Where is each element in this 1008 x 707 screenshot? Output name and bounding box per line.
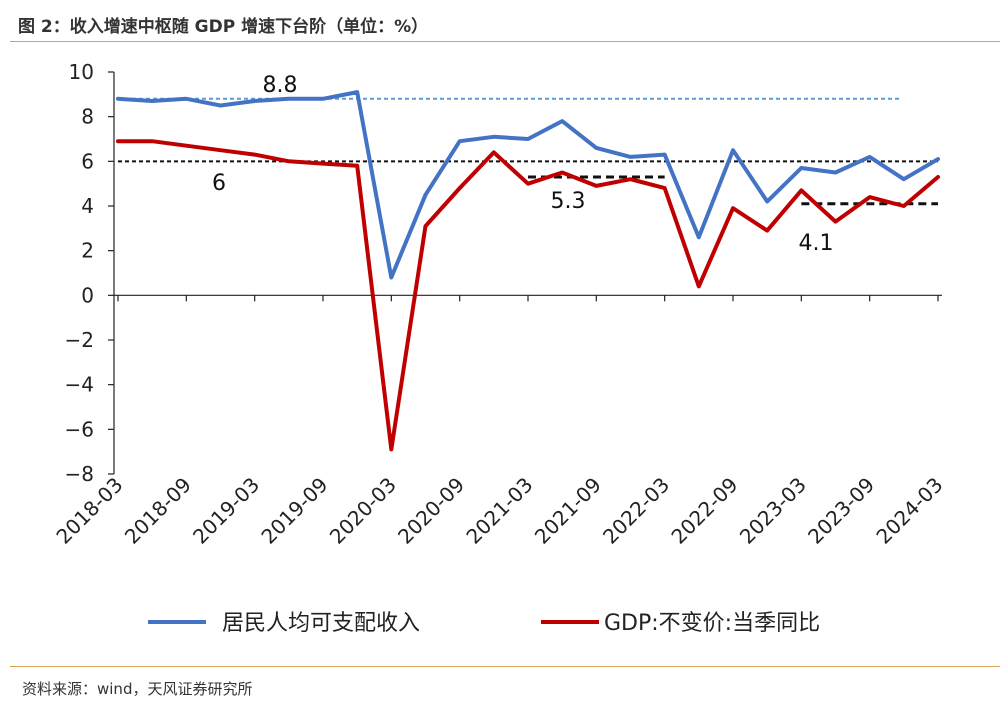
income-series-line [116,90,940,280]
annotations: 8.8 6 5.3 4.1 [212,73,834,256]
x-tick-label: 2023-09 [803,473,879,549]
y-tick-label: 2 [81,239,94,263]
x-tick-label: 2021-09 [530,473,606,549]
top-divider [10,41,1000,42]
x-tick-label: 2023-03 [735,473,811,549]
reference-label: 6 [212,171,226,196]
y-tick-label: 10 [69,60,94,84]
reference-label: 8.8 [263,73,298,98]
axes: 1086420−2−4−6−82018-032018-092019-032019… [51,60,947,549]
x-tick-label: 2024-03 [871,473,947,549]
legend-label: 居民人均可支配收入 [222,611,420,636]
y-tick-label: −8 [65,462,94,486]
x-tick-label: 2018-09 [120,473,196,549]
y-tick-label: 4 [81,194,94,218]
x-tick-label: 2020-03 [325,473,401,549]
reference-label: 5.3 [551,189,586,214]
legend: 居民人均可支配收入 GDP:不变价:当季同比 [148,611,820,636]
bottom-divider [10,666,1000,667]
y-tick-label: 8 [81,105,94,129]
reference-lines [118,97,938,206]
y-tick-label: 0 [81,283,94,307]
y-tick-label: −6 [65,417,94,441]
x-tick-label: 2019-09 [256,473,332,549]
legend-label: GDP:不变价:当季同比 [604,611,820,636]
reference-label: 4.1 [799,231,834,256]
x-tick-label: 2019-03 [188,473,264,549]
x-tick-label: 2020-09 [393,473,469,549]
page-title: 图 2：收入增速中枢随 GDP 增速下台阶（单位：%） [18,17,429,37]
y-tick-label: 6 [81,149,94,173]
y-tick-label: −2 [65,328,94,352]
x-tick-label: 2021-03 [461,473,537,549]
gdp-series-line [116,139,940,452]
y-tick-label: −4 [65,373,94,397]
x-tick-label: 2022-03 [598,473,674,549]
x-tick-label: 2022-09 [666,473,742,549]
source-note: 资料来源：wind，天风证券研究所 [22,680,253,698]
series-lines [116,90,940,452]
